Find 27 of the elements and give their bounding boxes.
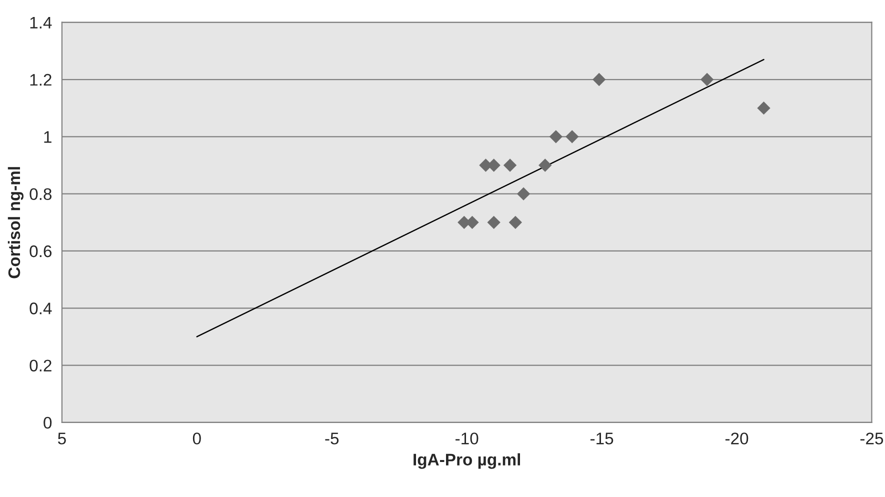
- y-tick-label: 1.2: [30, 74, 52, 86]
- point: [487, 216, 500, 229]
- x-tick-label: -20: [725, 432, 748, 444]
- point: [538, 158, 552, 172]
- x-tick-label: 5: [58, 432, 66, 444]
- point: [700, 72, 714, 86]
- x-tick-label: -15: [590, 432, 614, 444]
- y-axis-title: Cortisol ng-ml: [8, 167, 24, 278]
- y-tick-label: 0.6: [30, 245, 52, 258]
- point: [516, 187, 530, 200]
- x-tick-label: 0: [192, 432, 201, 444]
- y-tick-label: 0.8: [30, 188, 52, 200]
- x-tick-label: -5: [325, 432, 339, 444]
- y-tick-label: 0.4: [30, 302, 52, 314]
- point: [757, 102, 770, 115]
- point: [503, 158, 517, 172]
- y-tick-label: 0: [44, 416, 52, 429]
- point: [592, 72, 606, 86]
- x-axis-title: IgA-Pro µg.ml: [414, 453, 520, 469]
- y-tick-label: 0.2: [30, 360, 52, 372]
- point: [508, 216, 522, 229]
- point: [549, 130, 562, 144]
- point: [566, 130, 579, 144]
- x-tick-label: -25: [860, 432, 884, 444]
- y-tick-label: 1.4: [30, 16, 52, 28]
- x-tick-label: -10: [456, 432, 478, 444]
- y-tick-label: 1: [44, 131, 52, 143]
